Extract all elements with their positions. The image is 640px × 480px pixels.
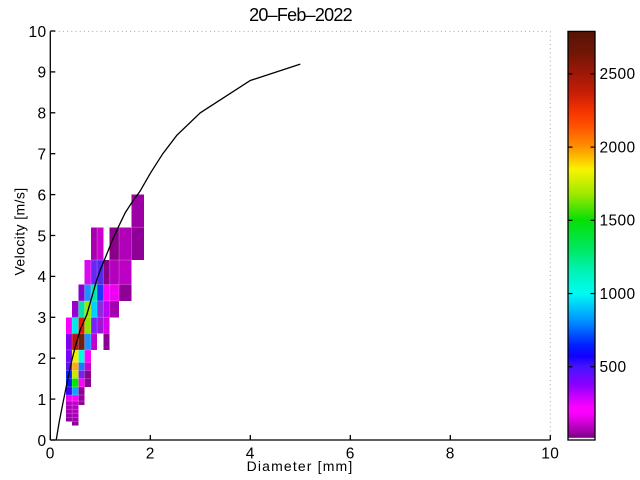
svg-text:4: 4	[37, 269, 46, 286]
svg-text:8: 8	[37, 106, 46, 123]
svg-text:10: 10	[541, 446, 559, 463]
svg-text:Velocity [m/s]: Velocity [m/s]	[12, 187, 28, 275]
svg-text:5: 5	[37, 228, 46, 245]
svg-text:2500: 2500	[600, 66, 636, 83]
svg-text:1500: 1500	[600, 213, 636, 230]
svg-text:3: 3	[37, 310, 46, 327]
svg-text:2: 2	[146, 446, 155, 463]
svg-text:6: 6	[37, 187, 46, 204]
svg-text:10: 10	[28, 24, 46, 41]
svg-text:1000: 1000	[600, 286, 636, 303]
svg-text:0: 0	[37, 433, 46, 450]
svg-text:2: 2	[37, 351, 46, 368]
svg-text:20–Feb–2022: 20–Feb–2022	[249, 5, 353, 25]
svg-text:6: 6	[346, 446, 355, 463]
svg-text:1: 1	[37, 392, 46, 409]
svg-text:9: 9	[37, 65, 46, 82]
svg-text:0: 0	[46, 446, 55, 463]
svg-text:2000: 2000	[600, 139, 636, 156]
svg-text:7: 7	[37, 147, 46, 164]
svg-text:8: 8	[446, 446, 455, 463]
svg-text:4: 4	[246, 446, 255, 463]
svg-text:Diameter [mm]: Diameter [mm]	[247, 458, 354, 474]
svg-text:500: 500	[600, 359, 627, 376]
